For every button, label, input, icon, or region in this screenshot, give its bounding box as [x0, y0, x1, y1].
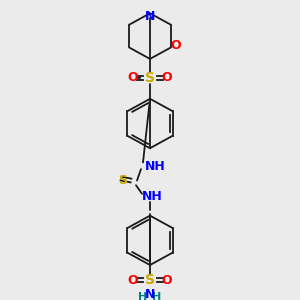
Text: S: S [145, 71, 155, 85]
Text: S: S [118, 174, 127, 187]
Text: O: O [162, 274, 172, 287]
Text: N: N [145, 288, 155, 300]
Text: O: O [128, 274, 138, 287]
Text: O: O [162, 71, 172, 84]
Text: H: H [138, 292, 148, 300]
Text: NH: NH [145, 160, 165, 173]
Text: O: O [128, 71, 138, 84]
Text: O: O [170, 39, 181, 52]
Text: N: N [145, 10, 155, 22]
Text: NH: NH [142, 190, 162, 203]
Text: S: S [145, 273, 155, 287]
Text: H: H [152, 292, 162, 300]
